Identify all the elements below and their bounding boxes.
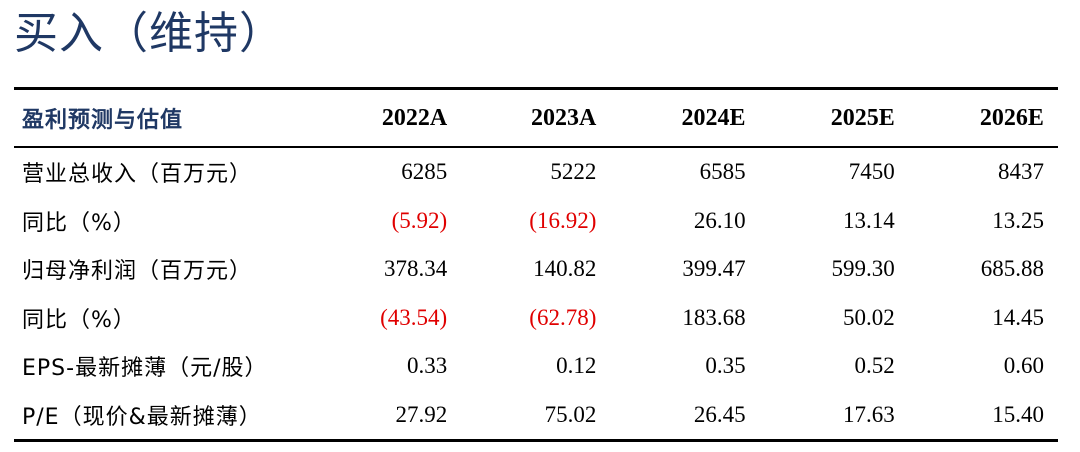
row-value: 599.30: [831, 256, 895, 282]
row-value: 6585: [699, 159, 746, 185]
row-value: 140.82: [533, 256, 597, 282]
table-row: 归母净利润（百万元） 378.34 140.82 399.47 599.30 6…: [14, 245, 1058, 294]
row-value: 26.10: [693, 207, 746, 233]
table-top-rule: [14, 87, 1058, 90]
header-label: 盈利预测与估值: [22, 108, 184, 133]
row-value: 6285: [401, 159, 448, 185]
row-value: 0.12: [556, 353, 597, 379]
row-value: 7450: [848, 159, 895, 185]
row-value: 75.02: [544, 401, 597, 427]
table-row: 同比（%） (43.54) (62.78) 183.68 50.02 14.45: [14, 294, 1058, 343]
row-value: 685.88: [980, 256, 1044, 282]
table-row: EPS-最新摊薄（元/股） 0.33 0.12 0.35 0.52 0.60: [14, 342, 1058, 391]
row-value: 13.25: [992, 207, 1044, 233]
table-bottom-rule: [14, 439, 1058, 442]
row-label: 归母净利润（百万元）: [22, 259, 253, 285]
table-row: 营业总收入（百万元） 6285 5222 6585 7450 8437: [14, 148, 1058, 197]
row-label: 营业总收入（百万元）: [22, 162, 253, 188]
forecast-table: 盈利预测与估值 2022A 2023A 2024E 2025E 2026E 营业…: [14, 87, 1058, 442]
row-value: 8437: [997, 159, 1044, 185]
row-value: (5.92): [391, 207, 448, 233]
header-year: 2024E: [681, 104, 746, 131]
row-value: 183.68: [682, 304, 746, 330]
rating-title: 买入（维持）: [14, 8, 284, 59]
row-label: 同比（%）: [22, 307, 136, 333]
header-year: 2022A: [381, 104, 448, 131]
header-year: 2023A: [531, 104, 597, 131]
row-value: 0.52: [854, 353, 895, 379]
row-value: (43.54): [380, 304, 448, 330]
row-value: 378.34: [383, 256, 448, 282]
row-value: 50.02: [843, 304, 895, 330]
row-value: 0.60: [1003, 353, 1044, 379]
row-value: 26.45: [693, 401, 746, 427]
row-value: 13.14: [843, 207, 895, 233]
row-value: 27.92: [395, 401, 448, 427]
row-label: EPS-最新摊薄（元/股）: [22, 356, 268, 382]
header-rule: [14, 146, 1058, 148]
row-value: 399.47: [682, 256, 746, 282]
row-value: 5222: [550, 159, 597, 185]
table-header-row: 盈利预测与估值 2022A 2023A 2024E 2025E 2026E: [14, 90, 1058, 146]
table-row: P/E（现价&最新摊薄） 27.92 75.02 26.45 17.63 15.…: [14, 391, 1058, 440]
row-value: 14.45: [992, 304, 1044, 330]
table-row: 同比（%） (5.92) (16.92) 26.10 13.14 13.25: [14, 197, 1058, 246]
row-value: 0.33: [406, 353, 448, 379]
row-value: 15.40: [992, 401, 1044, 427]
header-year: 2026E: [979, 104, 1044, 131]
row-label: P/E（现价&最新摊薄）: [22, 404, 262, 430]
row-value: 17.63: [843, 401, 895, 427]
row-value: (16.92): [529, 207, 597, 233]
row-value: 0.35: [705, 353, 746, 379]
row-label: 同比（%）: [22, 210, 136, 236]
row-value: (62.78): [529, 304, 597, 330]
header-year: 2025E: [830, 104, 895, 131]
